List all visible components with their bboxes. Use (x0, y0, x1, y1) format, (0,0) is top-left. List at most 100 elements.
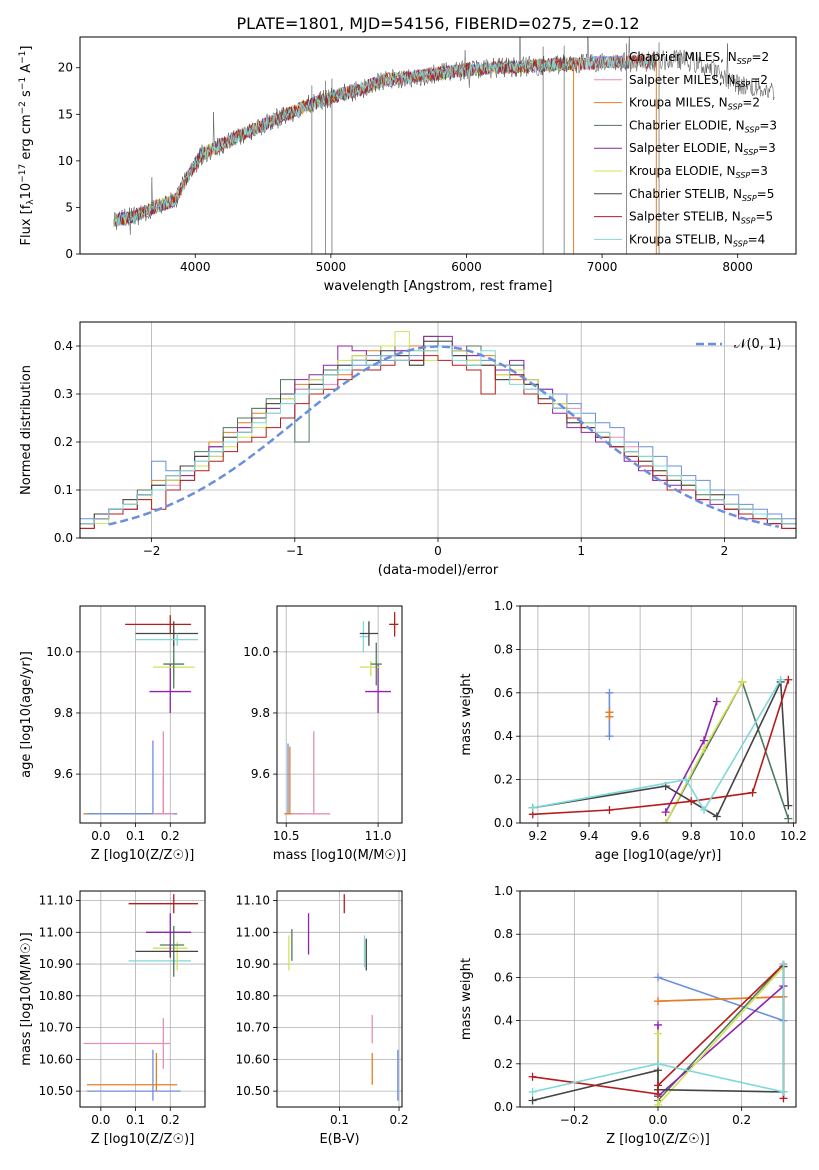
x-axis-label: Z [log10(Z/Z☉)] (606, 1132, 710, 1147)
weight-marker (738, 677, 747, 686)
y-tick-label: 10.60 (39, 1052, 73, 1066)
spectrum-series-line (113, 53, 657, 227)
errorbar-point (86, 1049, 181, 1101)
x-tick-label: −1 (286, 544, 304, 558)
errorbar-point (135, 633, 199, 646)
y-axis-label: Flux [fλ10−17 erg cm−2 s−1 A−1] (18, 46, 36, 246)
x-tick-label: 5000 (316, 260, 347, 274)
errorbar-point (370, 642, 382, 686)
y-tick-label: 11.00 (236, 925, 270, 939)
y-tick-label: 1.0 (494, 599, 513, 613)
x-tick-label: 0.2 (389, 1113, 408, 1127)
y-tick-label: 9.8 (251, 706, 270, 720)
legend-entry: Salpeter STELIB, NSSP=5 (629, 210, 773, 226)
y-tick-label: 10.0 (46, 645, 73, 659)
y-tick-label: 10.70 (236, 1021, 270, 1035)
y-tick-label: 10 (58, 154, 73, 168)
y-tick-label: 9.6 (251, 767, 270, 781)
y-tick-label: 10.80 (236, 989, 270, 1003)
age_vs_mass-frame (276, 605, 403, 824)
weight-marker (605, 688, 614, 697)
x-axis-label: wavelength [Angstrom, rest frame] (324, 279, 553, 294)
residuals-legend: 𝒩(0, 1) (696, 337, 781, 352)
weight-marker (528, 803, 537, 812)
spectrum-panel: 4000 5000 6000 7000 8000 0 5 10 15 20 wavelength [… (18, 36, 797, 294)
residuals-panel: −2 −1 0 1 2 0.0 0.1 0.2 0.3 0.4 (data-model)/error… (19, 321, 797, 578)
weight-marker (748, 788, 757, 797)
weight-marker (528, 1087, 537, 1096)
x-tick-label: 0.1 (126, 1113, 145, 1127)
y-tick-label: 0.6 (494, 970, 513, 984)
x-tick-label: 11.0 (365, 829, 392, 843)
weight-marker (700, 805, 708, 814)
y-tick-label: 0.8 (494, 927, 513, 941)
weight-marker (700, 736, 708, 745)
x-axis-label: E(B-V) (319, 1132, 359, 1147)
y-tick-label: 11.00 (39, 925, 73, 939)
y-tick-label: 10.90 (236, 957, 270, 971)
x-tick-label: −2 (143, 544, 161, 558)
y-axis-label: mass weight (459, 673, 474, 755)
spectrum-frame (79, 36, 797, 255)
spectrum-plot-area (113, 37, 775, 254)
x-tick-label: 9.4 (579, 829, 598, 843)
weight-series-line (532, 679, 782, 812)
weight_vs_age-frame (519, 605, 797, 824)
mass_vs_Z-plot-area (83, 894, 199, 1101)
x-tick-label: 9.8 (682, 829, 701, 843)
y-tick-label: 0.2 (54, 435, 73, 449)
x-tick-label: 8000 (722, 260, 753, 274)
y-tick-label: 1.0 (494, 884, 513, 898)
weight_vs_Z-plot-area (528, 960, 788, 1107)
errorbar-point (163, 642, 185, 689)
age_vs_Z-panel: 0.0 0.1 0.2 9.6 9.8 10.0 Z [log10(Z/Z☉)] age [l… (19, 605, 206, 863)
errorbar-point (291, 731, 331, 815)
age_vs_Z-frame (79, 605, 206, 824)
normal-reference-curve (108, 345, 780, 528)
y-tick-label: 11.10 (39, 894, 73, 908)
weight-marker (661, 819, 670, 823)
x-axis-label: Z [log10(Z/Z☉)] (91, 848, 195, 863)
y-tick-label: 5 (65, 200, 73, 214)
x-tick-label: 4000 (180, 260, 211, 274)
y-tick-label: 0.6 (494, 686, 513, 700)
weight_vs_Z-panel: −0.2 0.0 0.2 0.0 0.2 0.4 0.6 0.8 1.0 Z [log10(Z/Z… (459, 884, 797, 1147)
y-tick-label: 0.4 (54, 339, 73, 353)
spectrum-series-line (113, 37, 775, 235)
legend-entry: Kroupa STELIB, NSSP=4 (629, 232, 765, 248)
x-tick-label: 0.2 (161, 1113, 180, 1127)
weight-marker (784, 675, 793, 684)
y-tick-label: 0.2 (494, 773, 513, 787)
legend-entry: Kroupa ELODIE, NSSP=3 (629, 164, 768, 180)
weight-marker (779, 1087, 788, 1096)
x-tick-label: 0.0 (648, 1113, 667, 1127)
weight-marker (712, 697, 721, 706)
weight-marker (654, 1020, 662, 1029)
weight_vs_age-plot-area (528, 675, 793, 823)
x-tick-label: 0.0 (91, 1113, 110, 1127)
legend-entry: Kroupa MILES, NSSP=2 (629, 96, 760, 112)
histogram-series (80, 355, 796, 529)
errorbar-point (86, 1053, 178, 1092)
y-tick-label: 10.50 (236, 1084, 270, 1098)
legend-entry: Salpeter MILES, NSSP=2 (629, 73, 768, 89)
x-tick-label: 0.1 (126, 829, 145, 843)
weight-marker (605, 805, 614, 814)
spectrum-legend: Chabrier MILES, NSSP=2 Salpeter MILES, NS… (594, 50, 777, 248)
legend-entry: 𝒩(0, 1) (734, 337, 781, 352)
age_vs_mass-panel: 10.5 11.0 9.6 9.8 10.0 mass [log10(M/M☉)] (243, 605, 406, 863)
weight-marker (700, 745, 708, 754)
x-axis-label: mass [log10(M/M☉)] (273, 848, 406, 863)
figure-title: PLATE=1801, MJD=54156, FIBERID=0275, z=0… (236, 14, 639, 33)
x-tick-label: 10.2 (780, 829, 807, 843)
errorbar-point (145, 913, 192, 955)
errorbar-point (359, 621, 379, 646)
y-tick-label: 0.2 (494, 1057, 513, 1071)
y-tick-label: 10.50 (39, 1084, 73, 1098)
x-tick-label: 1 (577, 544, 585, 558)
weight-marker (776, 675, 785, 684)
x-axis-label: age [log10(age/yr)] (595, 848, 722, 863)
x-tick-label: 10.0 (729, 829, 756, 843)
y-tick-label: 11.10 (236, 894, 270, 908)
